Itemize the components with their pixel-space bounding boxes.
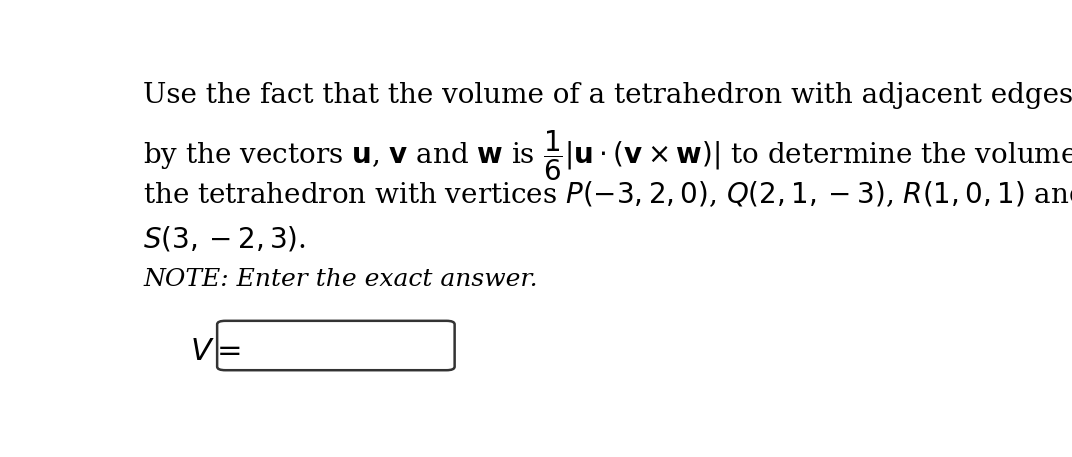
- Text: $V =$: $V =$: [190, 336, 241, 367]
- Text: Use the fact that the volume of a tetrahedron with adjacent edges given: Use the fact that the volume of a tetrah…: [144, 82, 1072, 109]
- Text: $S(3, -2, 3)$.: $S(3, -2, 3)$.: [144, 224, 307, 253]
- Text: the tetrahedron with vertices $P(-3, 2, 0)$, $Q(2, 1, -3)$, $R(1, 0, 1)$ and: the tetrahedron with vertices $P(-3, 2, …: [144, 180, 1072, 209]
- Text: by the vectors $\mathbf{u}$, $\mathbf{v}$ and $\mathbf{w}$ is $\dfrac{1}{6}|\mat: by the vectors $\mathbf{u}$, $\mathbf{v}…: [144, 128, 1072, 183]
- Text: NOTE: Enter the exact answer.: NOTE: Enter the exact answer.: [144, 268, 538, 291]
- FancyBboxPatch shape: [218, 321, 455, 370]
